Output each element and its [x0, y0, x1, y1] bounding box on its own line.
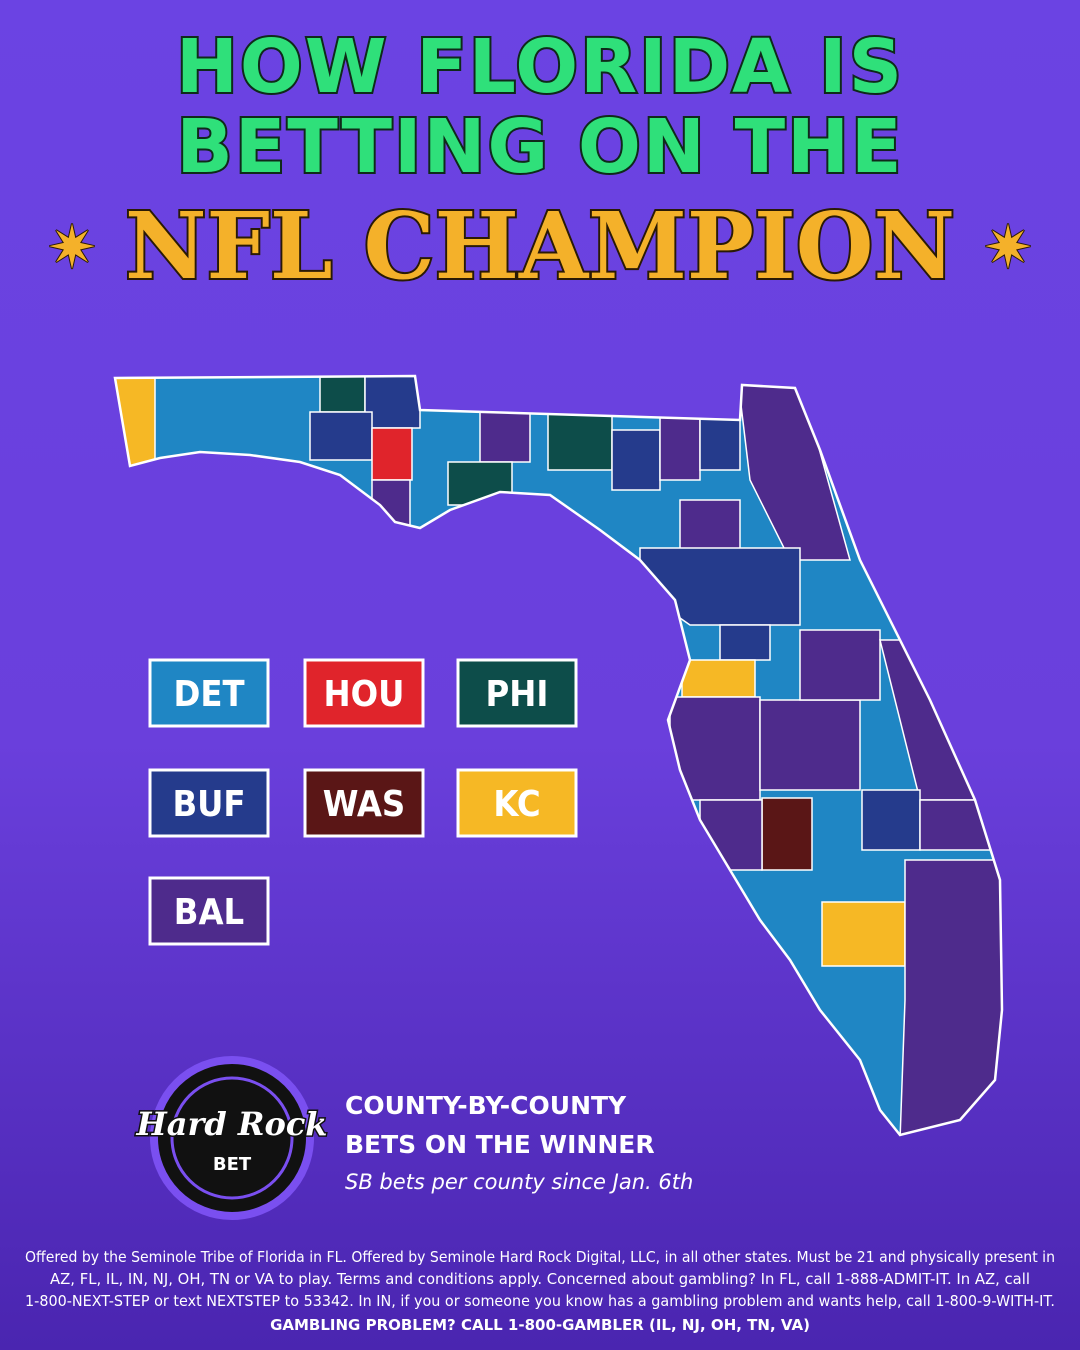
legend-swatch: [456, 658, 578, 728]
disclaimer-line: Offered by the Seminole Tribe of Florida…: [25, 1248, 1055, 1266]
county: [479, 409, 531, 463]
county: [699, 414, 741, 471]
star-ornament: ✷: [983, 213, 1033, 283]
legend-label: BAL: [174, 892, 244, 933]
county: [861, 789, 921, 851]
logo: Hard Rock BET: [134, 1056, 329, 1220]
logo-inner-ring: [170, 1076, 294, 1200]
caption-line: BETS ON THE WINNER: [345, 1130, 655, 1159]
disclaimer-line: 1-800-NEXT-STEP or text NEXTSTEP to 5334…: [25, 1292, 1055, 1310]
logo-brand: Hard Rock: [136, 1105, 328, 1143]
title-line: BETTING ON THE: [176, 104, 903, 190]
legend-swatch: [148, 876, 270, 946]
logo-ring: [150, 1056, 314, 1220]
county: [681, 659, 756, 698]
logo-sub: BET: [213, 1154, 252, 1175]
county: [371, 427, 413, 481]
caption-note: SB bets per county since Jan. 6th: [345, 1170, 693, 1194]
county: [719, 624, 771, 661]
legend-swatch: [148, 768, 270, 838]
county: [611, 429, 661, 491]
legend-label: BUF: [172, 784, 245, 825]
star-ornament: ✷: [47, 213, 97, 283]
county: [547, 411, 613, 471]
county: [309, 411, 373, 461]
hotline: GAMBLING PROBLEM? CALL 1-800-GAMBLER (IL…: [270, 1316, 810, 1334]
county: [821, 901, 906, 967]
county: [799, 629, 881, 701]
county: [761, 797, 813, 871]
legend-swatch: [148, 658, 270, 728]
disclaimer-line: AZ, FL, IL, IN, NJ, OH, TN or VA to play…: [50, 1270, 1030, 1288]
title-highlight: NFL CHAMPION: [125, 192, 955, 300]
legend-label: HOU: [324, 674, 405, 715]
county: [659, 414, 701, 481]
legend-label: KC: [493, 784, 540, 825]
florida-map: [113, 374, 1004, 1137]
caption-line: COUNTY-BY-COUNTY: [345, 1091, 627, 1120]
legend-swatch: [456, 768, 578, 838]
legend-swatch: [303, 768, 425, 838]
title-line: HOW FLORIDA IS: [176, 24, 904, 110]
legend-label: WAS: [323, 784, 406, 825]
county: [364, 376, 421, 429]
legend-label: DET: [173, 674, 244, 715]
county: [759, 699, 861, 791]
legend: DET HOU PHI BUF WAS KC BAL: [148, 658, 578, 946]
legend-label: PHI: [486, 674, 549, 715]
legend-swatch: [303, 658, 425, 728]
